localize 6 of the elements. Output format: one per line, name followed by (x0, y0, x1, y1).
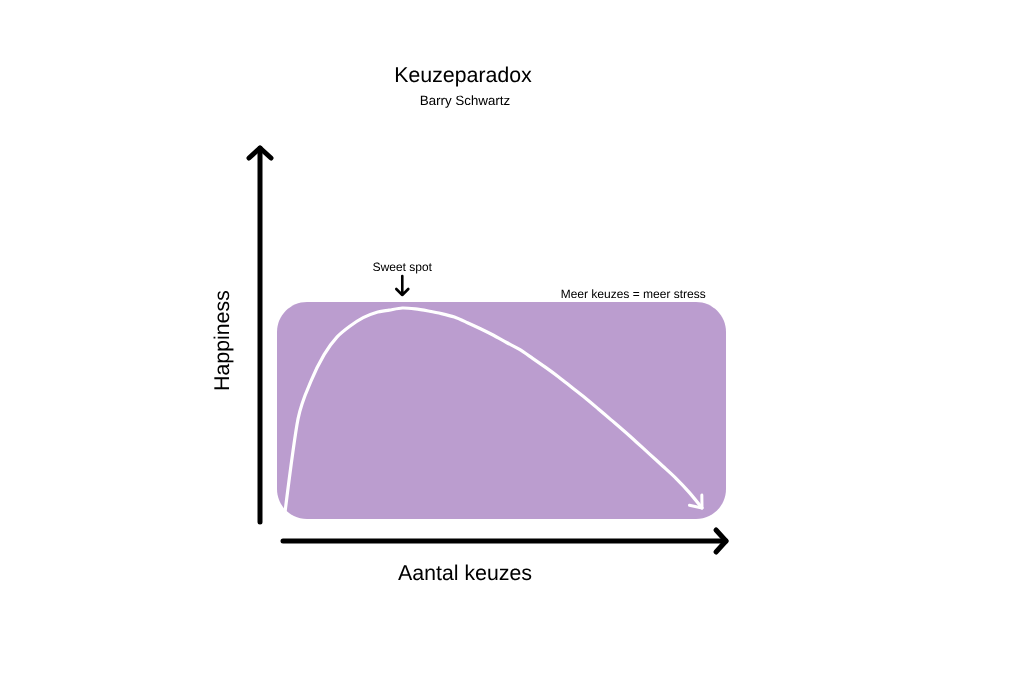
y-axis-title: Happiness (213, 290, 234, 390)
x-axis-title: Aantal keuzes (398, 564, 532, 581)
text: Sweet spot (373, 262, 432, 274)
text: Meer keuzes = meer stress (561, 289, 706, 299)
chart-subtitle: Barry Schwartz (420, 95, 510, 108)
chart-title: Keuzeparadox (395, 66, 532, 87)
